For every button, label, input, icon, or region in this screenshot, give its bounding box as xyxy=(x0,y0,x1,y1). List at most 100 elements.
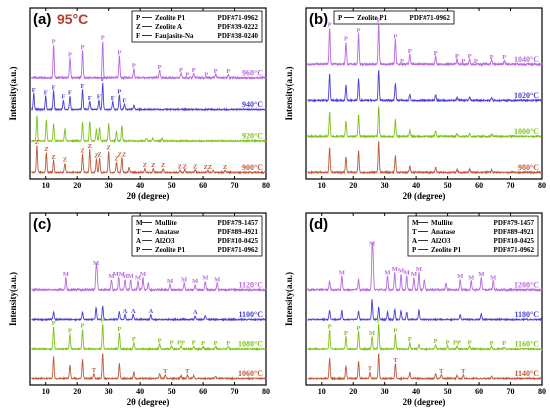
peak-marker: P xyxy=(192,339,196,346)
legend-symbol: M xyxy=(412,219,419,227)
x-tick-label: 50 xyxy=(168,387,176,396)
x-axis-label: 2θ (degree) xyxy=(403,397,446,407)
peak-marker: F xyxy=(61,94,65,101)
legend-pdf: PDF#71-0962 xyxy=(494,246,535,254)
peak-marker: P xyxy=(490,340,494,347)
legend-symbol: P xyxy=(136,14,141,22)
x-tick-label: 60 xyxy=(475,387,483,396)
series-label: 940°C xyxy=(242,100,263,109)
plot-frame xyxy=(305,212,543,386)
peak-marker: P xyxy=(101,76,105,83)
peak-marker: F xyxy=(88,95,92,102)
series-1180°C: 1180°C xyxy=(307,299,543,322)
peak-marker: P xyxy=(393,327,397,334)
legend-symbol: P xyxy=(136,246,141,254)
peak-marker: F xyxy=(97,94,101,101)
peak-marker: M xyxy=(398,268,404,275)
peak-marker: Z xyxy=(88,143,92,150)
legend-name: Zeolite P1 xyxy=(155,14,186,22)
series-line xyxy=(307,323,543,352)
peak-marker: P xyxy=(393,34,397,41)
series-label: 980°C xyxy=(518,163,539,172)
peak-marker: ZZ xyxy=(203,164,212,171)
peak-marker: P xyxy=(132,336,136,343)
panel-letter: (c) xyxy=(33,216,51,233)
series-label: 1040°C xyxy=(514,55,539,64)
panel-2: 10 20 30 40 50 60 70 80 2θ (degree) Intensity(a.u… xyxy=(284,7,546,201)
series-label: 900°C xyxy=(242,163,263,172)
x-axis-label: 2θ (degree) xyxy=(403,191,446,201)
peak-marker: Z xyxy=(151,162,155,169)
peak-marker: PP xyxy=(453,339,461,346)
legend-name: Faujasite-Na xyxy=(155,32,194,40)
legend: M Mullite PDF#79-1457 T Anatase PDF#89-4921 A A… xyxy=(407,215,539,257)
x-tick-label: 80 xyxy=(262,387,270,396)
series-label: 1100°C xyxy=(238,310,263,319)
y-axis-label: Intensity(a.u.) xyxy=(8,66,18,120)
x-tick-label: 80 xyxy=(262,181,270,190)
legend-pdf: PDF#89-4921 xyxy=(218,228,259,236)
x-tick-label: 60 xyxy=(475,181,483,190)
legend-symbol: A xyxy=(412,237,417,245)
x-tick-label: 10 xyxy=(42,387,50,396)
panel-1: 10 20 30 40 50 60 70 80 2θ (degree) Intensity(a.u… xyxy=(8,7,270,201)
peak-marker: P xyxy=(101,35,105,42)
x-tick-label: 60 xyxy=(199,387,207,396)
peak-marker: Z xyxy=(94,153,98,160)
peak-marker: P xyxy=(328,324,332,331)
series-line xyxy=(31,82,267,112)
peak-marker: P xyxy=(502,340,506,347)
legend-pdf: PDF#79-1457 xyxy=(218,219,259,227)
series-label: 1200°C xyxy=(514,281,539,290)
x-tick-label: 70 xyxy=(507,181,515,190)
x-tick-label: 80 xyxy=(538,387,546,396)
x-tick-label: 70 xyxy=(231,181,239,190)
peak-marker: P xyxy=(170,339,174,346)
series-label: 1020°C xyxy=(514,91,539,100)
legend-name: Al2O3 xyxy=(155,237,175,245)
panel-letter: (b) xyxy=(309,11,328,28)
peak-marker: M xyxy=(63,271,69,278)
peak-marker: P xyxy=(101,317,105,324)
x-tick-label: 40 xyxy=(412,181,420,190)
x-tick-label: 70 xyxy=(231,387,239,396)
series-line xyxy=(31,263,267,293)
peak-marker: F xyxy=(52,84,56,91)
series-line xyxy=(31,305,267,322)
y-axis-label: Intensity(a.u.) xyxy=(284,66,294,120)
peak-marker: P xyxy=(214,340,218,347)
peak-marker: M xyxy=(108,273,114,280)
peak-marker: P xyxy=(81,44,85,51)
peak-marker: P xyxy=(400,58,404,65)
peak-marker: M xyxy=(369,330,375,337)
peak-marker: P xyxy=(81,322,85,329)
series-label: 1160°C xyxy=(514,340,539,349)
peak-marker: P xyxy=(408,48,412,55)
plot-frame xyxy=(29,7,267,180)
peak-marker: P xyxy=(204,72,208,79)
legend-name: Mullite xyxy=(431,219,453,227)
x-tick-label: 10 xyxy=(42,181,50,190)
series-line xyxy=(31,41,267,81)
peak-marker: M xyxy=(490,275,496,282)
peak-marker: P xyxy=(434,338,438,345)
peak-marker: P xyxy=(179,67,183,74)
x-tick-label: 30 xyxy=(105,181,113,190)
series-label: 1060°C xyxy=(238,369,263,378)
peak-marker: M xyxy=(202,275,208,282)
x-tick-label: 20 xyxy=(73,181,81,190)
peak-marker: M xyxy=(384,269,390,276)
peak-marker: F xyxy=(44,90,48,97)
peak-marker: P xyxy=(357,325,361,332)
series-label: 1000°C xyxy=(514,127,539,136)
panel-letter: (a) xyxy=(33,11,51,28)
series-line xyxy=(307,70,543,103)
x-tick-label: 50 xyxy=(168,181,176,190)
peak-marker: Z xyxy=(114,155,118,162)
peak-marker: A xyxy=(131,308,136,315)
x-tick-label: 40 xyxy=(136,181,144,190)
peak-marker: M xyxy=(339,269,345,276)
